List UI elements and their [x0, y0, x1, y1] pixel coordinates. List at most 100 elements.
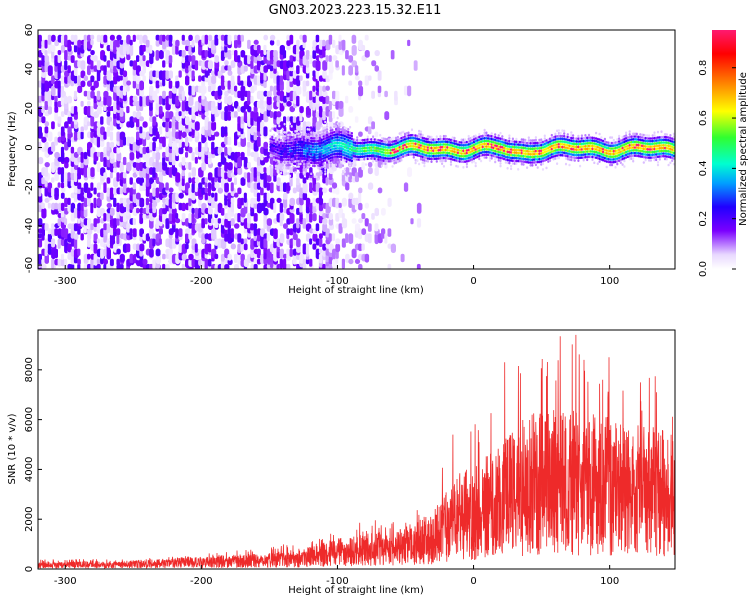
heatmap-cell — [96, 207, 102, 217]
heatmap-cell — [621, 135, 624, 139]
heatmap-cell — [283, 95, 287, 103]
heatmap-cell — [633, 140, 637, 144]
heatmap-cell — [462, 144, 465, 147]
heatmap-cell — [400, 158, 403, 162]
heatmap-cell — [351, 60, 357, 68]
heatmap-cell — [587, 150, 591, 153]
heatmap-cell — [317, 167, 320, 170]
heatmap-cell — [517, 146, 520, 149]
heatmap-cell — [338, 149, 341, 153]
heatmap-cell — [387, 157, 391, 160]
heatmap-cell — [70, 263, 75, 269]
heatmap-cell — [64, 218, 68, 226]
heatmap-cell — [389, 157, 392, 160]
heatmap-cell — [149, 126, 153, 135]
heatmap-cell — [301, 146, 304, 149]
heatmap-cell — [380, 148, 384, 151]
heatmap-cell — [618, 134, 621, 138]
heatmap-cell — [653, 139, 656, 143]
heatmap-cell — [335, 187, 340, 195]
heatmap-cell — [306, 128, 309, 131]
heatmap-cell — [256, 248, 261, 259]
heatmap-cell — [332, 39, 336, 48]
heatmap-cell — [361, 228, 367, 236]
heatmap-cell — [123, 269, 128, 275]
heatmap-cell — [651, 137, 654, 140]
heatmap-cell — [444, 143, 447, 146]
heatmap-cell — [545, 141, 548, 145]
heatmap-cell — [301, 154, 304, 158]
heatmap-cell — [577, 156, 580, 160]
heatmap-cell — [598, 149, 601, 152]
heatmap-cell — [281, 141, 284, 145]
heatmap-cell — [503, 152, 506, 155]
heatmap-cell — [292, 187, 297, 194]
heatmap-cell — [283, 150, 286, 153]
heatmap-cell — [136, 131, 140, 140]
heatmap-cell — [318, 253, 323, 264]
heatmap-cell — [637, 146, 640, 150]
heatmap-cell — [336, 141, 339, 145]
heatmap-cell — [77, 75, 81, 86]
heatmap-cell — [285, 161, 288, 164]
heatmap-cell — [274, 153, 277, 157]
heatmap-cell — [158, 228, 163, 235]
heatmap-cell — [371, 213, 375, 220]
heatmap-cell — [60, 126, 65, 136]
heatmap-cell — [425, 143, 428, 146]
heatmap-cell — [367, 167, 373, 175]
heatmap-cell — [334, 147, 338, 150]
heatmap-cell — [414, 150, 417, 154]
heatmap-cell — [283, 50, 287, 59]
heatmap-cell — [605, 146, 608, 150]
heatmap-cell — [41, 202, 45, 209]
heatmap-cell — [136, 197, 141, 207]
heatmap-cell — [315, 80, 320, 89]
heatmap-cell — [632, 140, 635, 144]
heatmap-cell — [116, 75, 121, 82]
heatmap-cell — [191, 85, 196, 96]
heatmap-cell — [414, 159, 417, 162]
heatmap-cell — [407, 137, 410, 140]
heatmap-cell — [451, 136, 454, 139]
heatmap-cell — [51, 141, 56, 152]
heatmap-cell — [227, 136, 232, 146]
heatmap-cell — [494, 149, 497, 153]
heatmap-cell — [481, 151, 484, 154]
heatmap-cell — [393, 159, 396, 162]
heatmap-cell — [577, 153, 580, 157]
heatmap-cell — [382, 137, 385, 140]
heatmap-cell — [656, 130, 660, 134]
heatmap-cell — [224, 80, 229, 87]
heatmap-cell — [490, 132, 493, 135]
heatmap-cell — [296, 44, 300, 54]
heatmap-cell — [299, 162, 302, 166]
heatmap-cell — [618, 159, 621, 162]
heatmap-cell — [416, 202, 422, 214]
heatmap-cell — [73, 34, 78, 45]
heatmap-cell — [414, 134, 417, 137]
heatmap-cell — [377, 144, 380, 147]
heatmap-cell — [165, 70, 170, 80]
heatmap-cell — [256, 75, 261, 86]
heatmap-cell — [536, 158, 539, 161]
heatmap-cell — [283, 139, 286, 142]
heatmap-cell — [464, 146, 467, 150]
heatmap-cell — [224, 269, 229, 277]
heatmap-cell — [616, 160, 619, 163]
heatmap-cell — [301, 160, 304, 163]
heatmap-cell — [271, 165, 274, 169]
heatmap-cell — [633, 151, 637, 155]
heatmap-cell — [129, 136, 135, 145]
heatmap-cell — [474, 150, 477, 154]
heatmap-cell — [550, 155, 553, 159]
heatmap-cell — [204, 187, 209, 193]
heatmap-cell — [653, 150, 656, 154]
heatmap-cell — [456, 165, 460, 168]
heatmap-cell — [352, 146, 355, 150]
heatmap-cell — [591, 158, 594, 162]
heatmap-cell — [508, 137, 511, 140]
heatmap-cell — [145, 172, 150, 180]
heatmap-cell — [582, 145, 585, 148]
heatmap-cell — [598, 157, 601, 161]
